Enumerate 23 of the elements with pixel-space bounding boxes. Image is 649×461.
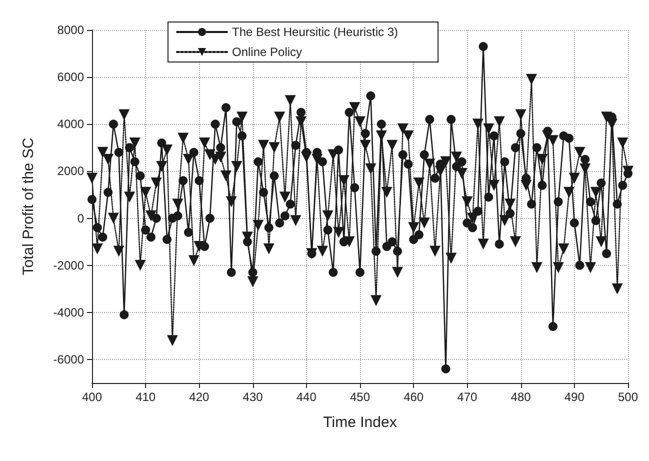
legend-label: Online Policy <box>232 45 302 59</box>
y-tick-label: 4000 <box>57 117 84 132</box>
x-tick-label: 500 <box>618 390 638 404</box>
x-tick-label: 490 <box>564 390 585 404</box>
x-tick-label: 430 <box>242 390 264 404</box>
x-tick-label: 400 <box>82 390 102 404</box>
y-tick-label: -2000 <box>53 258 84 272</box>
y-tick-label: 6000 <box>57 70 84 84</box>
y-tick-label: -6000 <box>53 352 84 366</box>
y-tick-label: 8000 <box>57 23 84 37</box>
x-tick-label: 470 <box>457 390 478 404</box>
y-axis-title: Total Profit of the SC <box>20 138 37 276</box>
x-tick-label: 420 <box>189 390 210 404</box>
y-tick-label: 2000 <box>57 164 84 178</box>
y-tick-label: 0 <box>77 211 84 226</box>
x-tick-label: 410 <box>136 390 156 404</box>
x-tick-label: 440 <box>296 390 317 404</box>
legend-label: The Best Heursitic (Heuristic 3) <box>232 25 398 39</box>
x-tick-label: 450 <box>350 390 370 404</box>
x-tick-label: 460 <box>404 390 424 404</box>
x-tick-label: 480 <box>510 390 532 404</box>
x-axis-title: Time Index <box>323 414 398 431</box>
y-tick-label: -4000 <box>53 305 84 320</box>
